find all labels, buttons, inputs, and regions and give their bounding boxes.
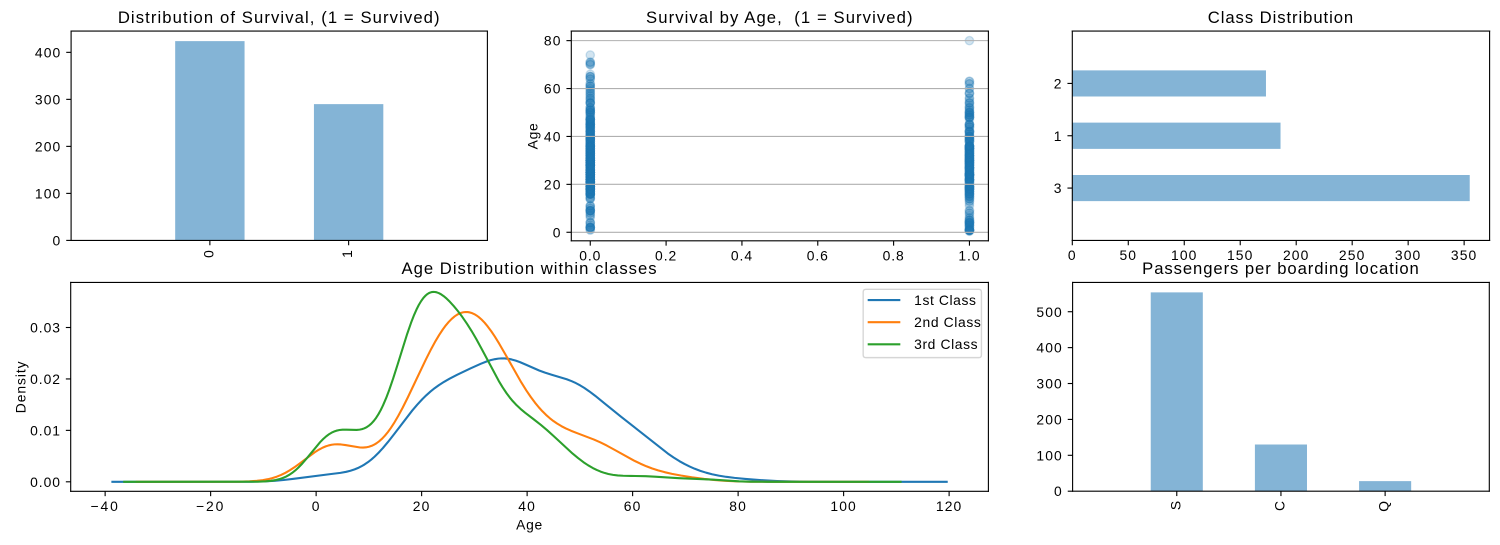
- svg-text:Age: Age: [516, 517, 543, 533]
- svg-text:S: S: [1167, 501, 1183, 510]
- svg-text:60: 60: [624, 498, 642, 514]
- svg-text:300: 300: [1395, 247, 1422, 263]
- svg-text:1.0: 1.0: [958, 248, 980, 264]
- svg-text:40: 40: [544, 128, 562, 144]
- svg-text:200: 200: [1036, 411, 1063, 427]
- svg-text:200: 200: [1283, 247, 1310, 263]
- svg-text:0: 0: [553, 224, 562, 240]
- svg-text:300: 300: [1036, 376, 1063, 392]
- svg-text:−20: −20: [196, 498, 225, 514]
- svg-text:100: 100: [830, 498, 857, 514]
- svg-text:0: 0: [312, 498, 321, 514]
- svg-text:50: 50: [1119, 247, 1137, 263]
- svg-text:0: 0: [200, 249, 216, 258]
- svg-text:60: 60: [544, 81, 562, 97]
- svg-text:20: 20: [413, 498, 431, 514]
- svg-text:0.00: 0.00: [30, 474, 61, 490]
- svg-text:120: 120: [936, 498, 963, 514]
- svg-text:100: 100: [1171, 247, 1198, 263]
- svg-text:0.4: 0.4: [731, 248, 753, 264]
- svg-text:−40: −40: [90, 498, 119, 514]
- svg-text:400: 400: [35, 44, 62, 60]
- svg-text:0.02: 0.02: [30, 371, 61, 387]
- svg-text:Class Distribution: Class Distribution: [1208, 8, 1354, 27]
- svg-text:200: 200: [35, 138, 62, 154]
- svg-text:1: 1: [339, 249, 355, 258]
- svg-text:1st Class: 1st Class: [914, 292, 976, 308]
- svg-text:350: 350: [1451, 247, 1478, 263]
- svg-text:150: 150: [1227, 247, 1254, 263]
- svg-text:2: 2: [1054, 75, 1063, 91]
- svg-text:Age Distribution within classe: Age Distribution within classes: [402, 259, 658, 278]
- svg-text:100: 100: [1036, 447, 1063, 463]
- svg-text:0.8: 0.8: [883, 248, 905, 264]
- svg-text:100: 100: [35, 185, 62, 201]
- svg-text:Distribution of Survival, (1 =: Distribution of Survival, (1 = Survived): [118, 8, 441, 27]
- svg-text:Density: Density: [13, 360, 29, 413]
- svg-text:20: 20: [544, 176, 562, 192]
- svg-text:40: 40: [518, 498, 536, 514]
- svg-text:0.0: 0.0: [579, 248, 601, 264]
- svg-text:Passengers per boarding locati: Passengers per boarding location: [1142, 259, 1420, 278]
- svg-text:0: 0: [1054, 483, 1063, 499]
- svg-text:0: 0: [1068, 247, 1077, 263]
- svg-text:0.01: 0.01: [30, 422, 61, 438]
- svg-text:Q: Q: [1376, 501, 1392, 512]
- svg-text:250: 250: [1339, 247, 1366, 263]
- svg-text:Survival by Age, (1 = Survive: Survival by Age, (1 = Survived): [646, 8, 914, 27]
- svg-text:2nd Class: 2nd Class: [914, 314, 981, 330]
- svg-text:80: 80: [729, 498, 747, 514]
- svg-text:C: C: [1272, 501, 1288, 511]
- svg-text:0: 0: [53, 232, 62, 248]
- svg-text:0.2: 0.2: [655, 248, 677, 264]
- svg-text:3: 3: [1054, 180, 1063, 196]
- svg-text:0.6: 0.6: [807, 248, 829, 264]
- svg-text:400: 400: [1036, 340, 1063, 356]
- svg-text:0.03: 0.03: [30, 320, 61, 336]
- svg-text:80: 80: [544, 33, 562, 49]
- svg-text:1: 1: [1054, 128, 1063, 144]
- svg-text:500: 500: [1036, 304, 1063, 320]
- svg-text:300: 300: [35, 91, 62, 107]
- svg-text:3rd Class: 3rd Class: [914, 336, 978, 352]
- svg-text:Age: Age: [525, 123, 541, 150]
